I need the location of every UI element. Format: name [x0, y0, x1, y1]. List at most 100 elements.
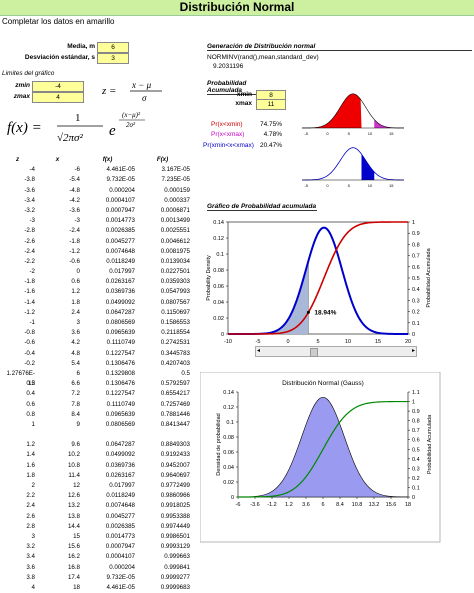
- cell-z: -3.2: [24, 206, 35, 214]
- y2-tick-label: 0.4: [412, 457, 420, 463]
- cell-x: 6.6: [71, 380, 80, 388]
- cell-Fx: 0.5: [181, 369, 190, 377]
- y-tick-label: 0.04: [213, 300, 224, 306]
- chart-section-header: Gráfico de Probabilidad acumulada: [207, 203, 317, 211]
- col-x: x: [55, 156, 60, 163]
- mini-x-tick: -5: [304, 183, 308, 188]
- mini-x-tick: 0: [326, 183, 329, 188]
- cell-Fx: 0.2742531: [160, 339, 190, 347]
- generation-header: Generación de Distribución normal: [207, 43, 472, 51]
- mini-chart-between: -5 0 5 10 15: [301, 147, 405, 188]
- table-row: 4 18 4.461E-05 0.9999683: [0, 583, 190, 593]
- table-row: 2.2 12.6 0.0118249 0.9860966: [0, 491, 190, 501]
- cell-fx: 0.0118249: [106, 257, 135, 265]
- cdf-line: [237, 400, 409, 498]
- prob-acum-header: Probabilidad Acumulada: [207, 80, 282, 95]
- scroll-right-arrow[interactable]: ▸: [411, 348, 415, 354]
- x-tick-label: -1.2: [267, 502, 276, 508]
- x-tick-label: -10: [224, 339, 232, 345]
- xmin-label: xmin: [236, 91, 252, 98]
- table-row: 0.6 7.8 0.1110749 0.7257469: [0, 400, 190, 410]
- cell-fx: 0.1306476: [105, 359, 135, 367]
- cell-Fx: 3.167E-05: [161, 166, 190, 174]
- y-tick-label: 0.12: [213, 236, 224, 242]
- chart-scrollbar[interactable]: ◂ ▸: [255, 346, 417, 357]
- zmin-input[interactable]: -4: [32, 81, 84, 92]
- y-axis-label: Probability Density: [206, 255, 212, 301]
- table-row: -0.4 4.8 0.1227547 0.3445783: [0, 349, 190, 359]
- cell-Fx: 0.9452007: [160, 461, 190, 469]
- cell-fx: 0.0263167: [105, 471, 135, 479]
- cell-fx: 0.1227547: [105, 390, 135, 398]
- cell-x: 7.8: [71, 400, 80, 408]
- cell-fx: 0.0647287: [105, 441, 135, 449]
- mean-input[interactable]: 6: [97, 42, 129, 53]
- cell-fx: 4.461E-05: [106, 166, 135, 174]
- cell-fx: 0.0369736: [105, 288, 135, 296]
- table-row: -1.2 2.4 0.0647287 0.1150697: [0, 308, 190, 318]
- cell-x: -6: [74, 166, 80, 174]
- cell-x: 4.2: [71, 339, 80, 347]
- cell-z: 0.6: [26, 400, 35, 408]
- cell-x: -3: [74, 217, 80, 225]
- cell-fx: 0.0499092: [105, 298, 135, 306]
- std-input[interactable]: 3: [97, 53, 129, 64]
- scroll-thumb[interactable]: [310, 348, 318, 357]
- y2-tick-label: 0.6: [412, 265, 420, 271]
- cell-Fx: 0.999663: [164, 553, 190, 561]
- zmax-input[interactable]: 4: [32, 92, 84, 103]
- cell-Fx: 0.0046612: [160, 237, 190, 245]
- y-tick-label: 0.14: [223, 390, 234, 396]
- y2-tick-label: 0: [412, 495, 415, 501]
- cell-x: -1.2: [69, 247, 80, 255]
- table-row: 1.6 10.8 0.0369736 0.9452007: [0, 461, 190, 471]
- table-row: 3.2 15.6 0.0007947 0.9993129: [0, 542, 190, 552]
- mini-x-tick: 15: [389, 131, 394, 136]
- zmin-label: zmin: [15, 82, 30, 89]
- table-row: 2 12 0.017997 0.9772499: [0, 481, 190, 491]
- y2-tick-label: 0.3: [412, 298, 420, 304]
- cell-fx: 0.0118249: [106, 492, 135, 500]
- y2-tick-label: 0.8: [412, 242, 420, 248]
- cell-z: -0.6: [24, 339, 35, 347]
- cell-fx: 0.1227547: [105, 349, 135, 357]
- cell-x: 4.8: [71, 349, 80, 357]
- zmax-label: zmax: [13, 93, 30, 100]
- cell-Fx: 0.8413447: [160, 420, 190, 428]
- table-row: 3.8 17.4 9.732E-05 0.9999277: [0, 573, 190, 583]
- cell-Fx: 0.9772499: [160, 482, 190, 489]
- cell-x: -5.4: [69, 176, 80, 184]
- cell-z: 2: [31, 482, 35, 489]
- table-row: [0, 430, 190, 440]
- x-tick-label: -3.6: [250, 502, 259, 508]
- annotation-label: 18.94%: [314, 309, 336, 316]
- cell-z: -3.6: [24, 186, 35, 194]
- x-tick-label: -6: [236, 502, 241, 508]
- cell-Fx: 0.9640697: [160, 471, 190, 479]
- cell-Fx: 0.0359303: [160, 278, 190, 286]
- mini-x-tick: -5: [304, 131, 308, 136]
- y-axis-label: Densidad de probabilidad: [216, 413, 222, 475]
- cell-fx: 0.0499092: [105, 451, 135, 459]
- y-tick-label: 0: [231, 495, 234, 501]
- cell-Fx: 0.9993129: [160, 543, 190, 551]
- cell-Fx: 0.4207403: [160, 359, 190, 367]
- distribution-table: z x f(x) F(x) -4 -6 4.461E-05 3.167E-05 -3.8…: [0, 155, 190, 593]
- cell-fx: 0.0007947: [105, 206, 135, 214]
- mini-x-tick: 5: [348, 183, 351, 188]
- table-row: -1 3 0.0806569 0.1586553: [0, 318, 190, 328]
- xmax-input[interactable]: 11: [256, 99, 286, 110]
- x-tick-label: 3.6: [302, 502, 310, 508]
- y2-tick-label: 0.5: [412, 276, 420, 282]
- x-tick-label: 1.2: [285, 502, 293, 508]
- cell-x: 9: [76, 420, 80, 428]
- cdf-marker: [306, 310, 310, 314]
- cell-x: -2.4: [69, 227, 80, 235]
- cell-x: 5.4: [71, 359, 80, 367]
- mean-label: Media, m: [67, 43, 95, 50]
- scroll-left-arrow[interactable]: ◂: [257, 348, 261, 354]
- between-area: [361, 154, 375, 180]
- x-tick-label: 15.6: [386, 502, 397, 508]
- y-tick-label: 0.06: [213, 284, 224, 290]
- cell-x: 8.4: [71, 410, 80, 418]
